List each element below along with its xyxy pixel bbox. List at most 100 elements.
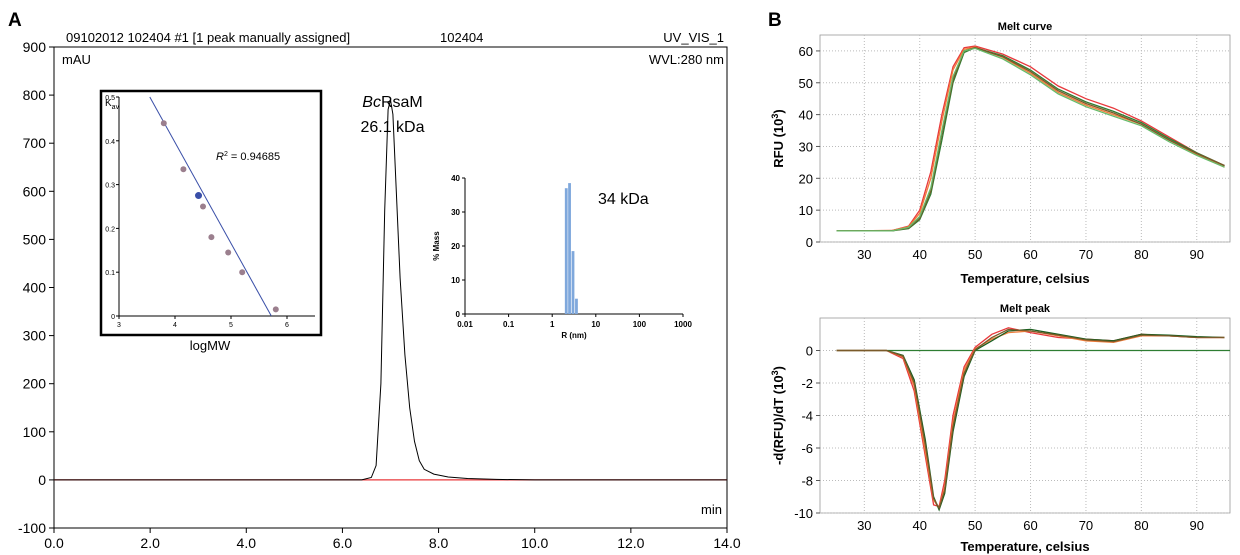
melt-peak-series-line bbox=[836, 328, 1225, 512]
dls-bar bbox=[575, 298, 578, 314]
dls-xtick-label: 0.1 bbox=[503, 320, 515, 329]
melt-peak-xtick-label: 50 bbox=[968, 518, 982, 533]
r-squared-symbol: R bbox=[216, 151, 224, 163]
chromatogram-xtick-label: 0.0 bbox=[44, 535, 64, 551]
calibration-ylabel: Kav bbox=[105, 98, 120, 111]
melt-curve-xtick-label: 40 bbox=[912, 247, 926, 262]
dls-xtick-label: 100 bbox=[633, 320, 647, 329]
chromatogram-xunit: min bbox=[701, 502, 722, 517]
chromatogram-ytick-label: 300 bbox=[23, 328, 47, 344]
melt-curve-ytick-label: 30 bbox=[799, 139, 813, 154]
chromatogram-yunit: mAU bbox=[62, 52, 91, 67]
melt-peak-ytick-label: -8 bbox=[801, 474, 813, 489]
chromatogram-xtick-label: 8.0 bbox=[429, 535, 449, 551]
calibration-xtick-label: 6 bbox=[285, 322, 289, 329]
chromatogram-xtick-label: 12.0 bbox=[617, 535, 644, 551]
chromatogram-trace bbox=[54, 99, 727, 481]
chromatogram-ytick-label: 400 bbox=[23, 280, 47, 296]
calibration-xlabel: logMW bbox=[190, 338, 231, 353]
r-squared-label: R2 = 0.94685 bbox=[216, 151, 280, 163]
chromatogram-header-wvl: WVL:280 nm bbox=[649, 52, 724, 67]
melt-curve-xlabel: Temperature, celsius bbox=[960, 271, 1089, 286]
melt-peak-ytick-label: -4 bbox=[801, 409, 813, 424]
calibration-point bbox=[225, 249, 232, 256]
melt-peak-ylabel-sup: 3 bbox=[770, 370, 780, 375]
dls-xtick-label: 1000 bbox=[674, 320, 692, 329]
calibration-ylabel-sub: av bbox=[112, 104, 120, 111]
calibration-ytick-label: 0.5 bbox=[105, 95, 115, 102]
melt-peak-ylabel: -d(RFU)/dT (103) bbox=[770, 366, 786, 465]
melt-curve-series-line bbox=[836, 47, 1225, 232]
melt-curve-ylabel: RFU (103) bbox=[770, 109, 786, 167]
melt-curve-ytick-label: 0 bbox=[806, 235, 813, 250]
chromatogram-ytick-label: 500 bbox=[23, 231, 47, 247]
peak-annotation-rest: RsaM bbox=[381, 94, 423, 111]
melt-curve-series-line bbox=[836, 45, 1225, 232]
chromatogram-ytick-label: 600 bbox=[23, 183, 47, 199]
melt-curve-xtick-label: 80 bbox=[1134, 247, 1148, 262]
melt-curve-xtick-label: 70 bbox=[1079, 247, 1093, 262]
melt-curve-xtick-label: 30 bbox=[857, 247, 871, 262]
melt-curve-ylabel-end: ) bbox=[771, 109, 786, 113]
chromatogram-header-right: UV_VIS_1 bbox=[663, 30, 724, 45]
dls-bar bbox=[564, 188, 568, 314]
melt-peak-ytick-label: -6 bbox=[801, 441, 813, 456]
chromatogram-xtick-label: 2.0 bbox=[140, 535, 160, 551]
melt-peak-ylabel-end: ) bbox=[771, 366, 786, 370]
r-squared-value: = 0.94685 bbox=[228, 151, 280, 163]
dls-ytick-label: 20 bbox=[451, 242, 460, 251]
melt-peak-ytick-label: -10 bbox=[794, 506, 813, 521]
calibration-ytick-label: 0.3 bbox=[105, 183, 115, 190]
dls-xtick-label: 10 bbox=[591, 320, 600, 329]
dls-xtick-label: 0.01 bbox=[457, 320, 473, 329]
melt-curve-xtick-label: 60 bbox=[1023, 247, 1037, 262]
calibration-ytick-label: 0.2 bbox=[105, 226, 115, 233]
calibration-xtick-label: 3 bbox=[117, 322, 121, 329]
chromatogram-ytick-label: 700 bbox=[23, 135, 47, 151]
calibration-xtick-label: 4 bbox=[173, 322, 177, 329]
chromatogram-header-middle: 102404 bbox=[440, 30, 483, 45]
calibration-ytick-label: 0 bbox=[111, 314, 115, 321]
dls-xtick-label: 1 bbox=[550, 320, 555, 329]
melt-peak-xtick-label: 70 bbox=[1079, 518, 1093, 533]
calibration-ytick-label: 0.4 bbox=[105, 139, 115, 146]
melt-peak-ytick-label: -2 bbox=[801, 376, 813, 391]
calibration-point bbox=[160, 120, 167, 127]
panel-label-b: B bbox=[768, 10, 782, 31]
dls-ytick-label: 40 bbox=[451, 174, 460, 183]
dls-ytick-label: 10 bbox=[451, 276, 460, 285]
peak-annotation-name: BcRsaM bbox=[362, 94, 422, 111]
calibration-sample-point bbox=[195, 192, 203, 200]
melt-curve-ytick-label: 20 bbox=[799, 171, 813, 186]
melt-peak-title: Melt peak bbox=[1000, 303, 1051, 315]
chromatogram-xtick-label: 14.0 bbox=[713, 535, 740, 551]
calibration-fit-line bbox=[149, 96, 272, 317]
calibration-ylabel-main: K bbox=[105, 98, 112, 109]
melt-peak-ylabel-main: -d(RFU)/dT (10 bbox=[771, 375, 786, 465]
melt-curve-ytick-label: 40 bbox=[799, 108, 813, 123]
dls-bar bbox=[568, 183, 571, 314]
melt-peak-xtick-label: 60 bbox=[1023, 518, 1037, 533]
chromatogram-ytick-label: -100 bbox=[18, 520, 46, 536]
chromatogram-xtick-label: 10.0 bbox=[521, 535, 548, 551]
calibration-xtick-label: 5 bbox=[229, 322, 233, 329]
melt-peak-xtick-label: 40 bbox=[912, 518, 926, 533]
chromatogram-ytick-label: 0 bbox=[38, 472, 46, 488]
calibration-ytick-label: 0.1 bbox=[105, 270, 115, 277]
chromatogram-ytick-label: 800 bbox=[23, 87, 47, 103]
melt-curve-ylabel-sup: 3 bbox=[770, 114, 780, 119]
dls-ylabel: % Mass bbox=[432, 231, 441, 261]
melt-curve-ytick-label: 50 bbox=[799, 76, 813, 91]
melt-curve-ytick-label: 10 bbox=[799, 203, 813, 218]
peak-annotation-italic: Bc bbox=[362, 94, 381, 111]
r-squared-sup: 2 bbox=[224, 151, 228, 158]
calibration-point bbox=[239, 269, 246, 276]
calibration-point bbox=[208, 234, 215, 241]
dls-annotation: 34 kDa bbox=[598, 191, 649, 208]
calibration-point bbox=[180, 166, 187, 173]
chromatogram-ytick-label: 200 bbox=[23, 376, 47, 392]
melt-curve-ytick-label: 60 bbox=[799, 44, 813, 59]
calibration-point bbox=[272, 306, 279, 313]
